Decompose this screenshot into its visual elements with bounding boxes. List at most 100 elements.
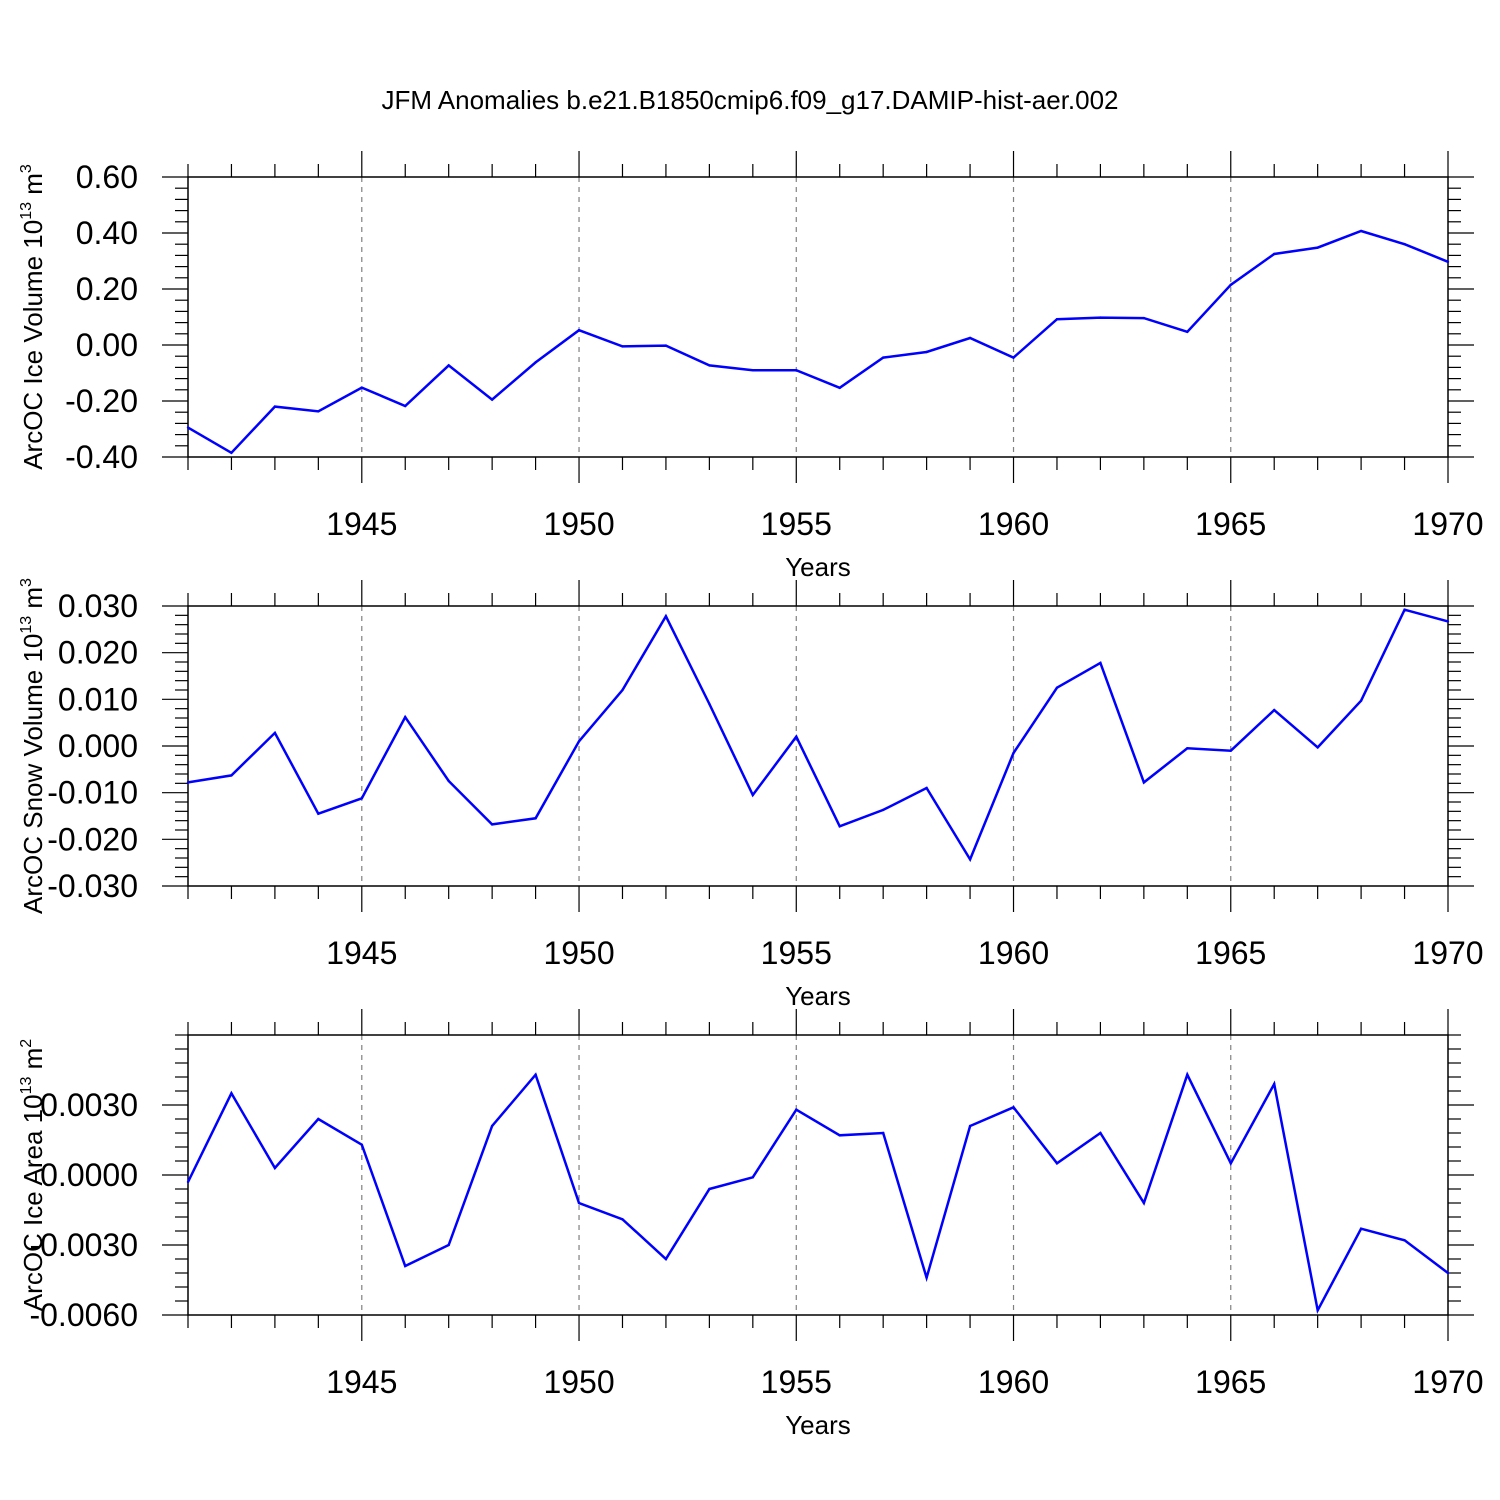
data-point — [1316, 746, 1319, 749]
panel-1: -0.40 -0.20 0.00 0.20 0.40 0.60 1945 1950 1955 19… — [18, 151, 1484, 582]
data-point — [534, 1073, 537, 1076]
data-point — [795, 735, 798, 738]
x-tick-label: 1955 — [761, 935, 832, 971]
data-point — [925, 1276, 928, 1279]
y-tick-label: -0.0060 — [29, 1297, 138, 1333]
y-tick-label: 0.0000 — [40, 1157, 138, 1193]
data-point — [1273, 1082, 1276, 1086]
data-point — [317, 1117, 320, 1121]
data-point — [273, 405, 277, 408]
data-point — [881, 1131, 885, 1135]
data-point — [1446, 620, 1450, 623]
data-point — [577, 740, 581, 743]
x-tick-label: 1970 — [1412, 1364, 1483, 1400]
data-point — [1273, 252, 1276, 256]
y-tick-label: 0.00 — [76, 327, 138, 363]
data-point — [230, 774, 233, 777]
data-point — [1186, 747, 1189, 750]
data-point — [1403, 243, 1406, 246]
data-point — [1012, 751, 1015, 755]
x-tick-label: 1945 — [326, 1364, 397, 1400]
data-point — [664, 615, 668, 618]
data-point — [577, 328, 581, 332]
data-point — [1446, 260, 1450, 264]
y-tick-label: 0.60 — [76, 159, 138, 195]
data-point — [968, 336, 972, 340]
y-tick-label: -0.40 — [65, 439, 138, 475]
data-point — [360, 1143, 363, 1146]
data-point — [490, 1124, 494, 1128]
data-point — [1359, 1227, 1363, 1230]
data-point — [1229, 749, 1232, 752]
data-point — [1012, 356, 1015, 359]
data-point — [1055, 1162, 1059, 1165]
data-point — [881, 808, 885, 812]
data-point — [795, 369, 798, 372]
y-tick-label: 0.0030 — [40, 1087, 138, 1123]
data-point — [230, 1092, 233, 1095]
data-point — [317, 812, 320, 815]
y-tick-label: -0.020 — [47, 821, 138, 857]
data-point — [1316, 246, 1319, 249]
data-point — [708, 1187, 711, 1191]
y-tick-label: 0.020 — [58, 635, 138, 671]
data-point — [925, 786, 928, 790]
data-point — [447, 779, 450, 783]
data-point — [664, 1257, 668, 1261]
data-point — [1186, 1073, 1189, 1076]
x-tick-label: 1950 — [543, 935, 614, 971]
y-tick-label: 0.010 — [58, 681, 138, 717]
data-point — [1142, 1201, 1146, 1205]
y-tick-label: -0.010 — [47, 775, 138, 811]
data-point — [1359, 699, 1363, 702]
series-line — [187, 229, 1449, 455]
x-tick-label: 1965 — [1195, 1364, 1266, 1400]
chart-title: JFM Anomalies b.e21.B1850cmip6.f09_g17.D… — [381, 85, 1118, 115]
data-point — [534, 361, 537, 364]
data-point — [1229, 1162, 1232, 1165]
x-tick-label: 1970 — [1412, 506, 1483, 542]
data-point — [273, 731, 277, 735]
data-point — [1446, 1271, 1450, 1275]
data-point — [1012, 1106, 1015, 1109]
y-tick-label: 0.030 — [58, 588, 138, 624]
x-axis-label: Years — [785, 981, 851, 1011]
data-point — [968, 858, 972, 861]
data-point — [404, 1264, 407, 1268]
data-point — [490, 823, 494, 826]
x-tick-label: 1960 — [978, 1364, 1049, 1400]
series-line — [186, 1071, 1449, 1315]
data-point — [925, 350, 928, 354]
data-point — [534, 817, 537, 820]
data-point — [186, 426, 190, 429]
data-point — [795, 1108, 798, 1111]
data-point — [751, 793, 755, 797]
panel-3: -0.0060 -0.0030 0.0000 0.0030 1945 1950 1955 19… — [18, 1009, 1484, 1440]
data-point — [360, 797, 363, 800]
data-point — [751, 1176, 755, 1179]
data-point — [317, 410, 320, 413]
y-tick-label: -0.030 — [47, 868, 138, 904]
data-point — [404, 715, 407, 719]
data-point — [1142, 316, 1146, 320]
data-point — [621, 345, 624, 348]
data-point — [1403, 1239, 1406, 1242]
data-point — [1229, 283, 1232, 286]
panel-2: -0.030 -0.020 -0.010 0.000 0.010 0.020 0.030 19… — [18, 578, 1484, 1011]
data-point — [360, 386, 363, 389]
x-tick-label: 1945 — [326, 506, 397, 542]
data-point — [664, 344, 668, 347]
data-point — [1099, 1131, 1102, 1135]
panels: -0.40 -0.20 0.00 0.20 0.40 0.60 1945 1950 1955 19… — [18, 151, 1484, 1440]
data-point — [447, 364, 450, 367]
plot-frame — [187, 176, 1449, 458]
x-tick-label: 1950 — [543, 1364, 614, 1400]
data-point — [881, 356, 885, 359]
data-point — [621, 1218, 624, 1221]
y-tick-label: -0.0030 — [29, 1227, 138, 1263]
data-point — [708, 702, 711, 706]
data-point — [577, 1201, 581, 1205]
x-tick-label: 1970 — [1412, 935, 1483, 971]
x-tick-label: 1965 — [1195, 935, 1266, 971]
